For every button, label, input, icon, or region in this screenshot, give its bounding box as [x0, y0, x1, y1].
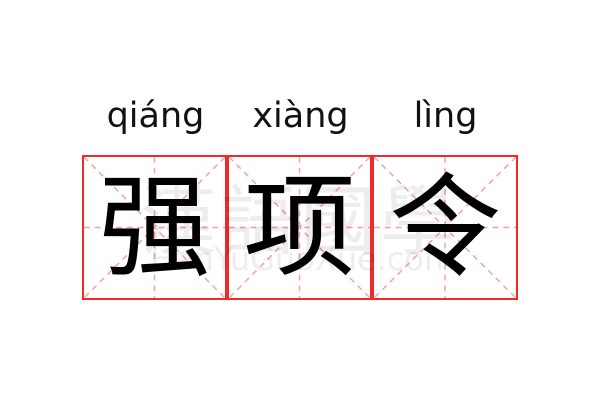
character: 项 — [243, 162, 356, 293]
character: 强 — [98, 162, 211, 293]
pinyin-3: lìng — [413, 96, 478, 136]
guide-lines — [374, 157, 516, 298]
character-cell: 项 — [227, 155, 372, 300]
character-cell: 强 — [82, 155, 227, 300]
guide-lines — [84, 157, 225, 298]
guide-lines — [229, 157, 370, 298]
character-grid: 强 项 令 — [82, 155, 518, 300]
character-cell: 令 — [372, 155, 518, 300]
character: 令 — [389, 162, 501, 293]
pinyin-2: xiàng — [252, 96, 349, 136]
pinyin-1: qiáng — [106, 96, 205, 136]
